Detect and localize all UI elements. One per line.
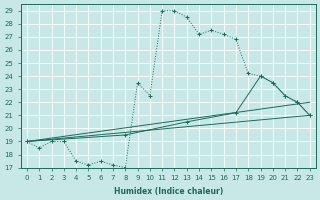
X-axis label: Humidex (Indice chaleur): Humidex (Indice chaleur)	[114, 187, 223, 196]
